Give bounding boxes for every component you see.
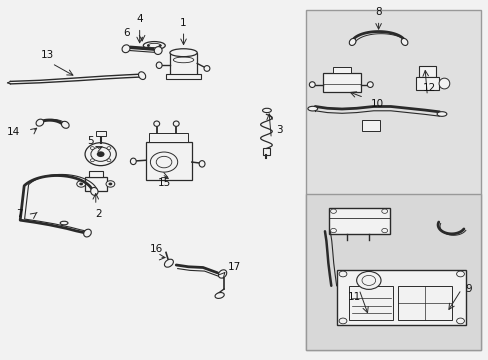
Ellipse shape <box>130 158 136 165</box>
Ellipse shape <box>36 119 43 126</box>
Text: 3: 3 <box>276 125 282 135</box>
Bar <box>145 142 191 180</box>
Circle shape <box>456 271 464 277</box>
Text: 2: 2 <box>95 209 102 219</box>
Text: 7: 7 <box>16 209 22 219</box>
Bar <box>96 131 105 135</box>
Circle shape <box>356 271 380 289</box>
Circle shape <box>107 147 111 149</box>
Text: 12: 12 <box>422 83 435 93</box>
Circle shape <box>147 44 150 46</box>
Ellipse shape <box>215 293 224 298</box>
Bar <box>169 53 197 76</box>
Ellipse shape <box>366 82 372 87</box>
Ellipse shape <box>147 43 161 48</box>
Text: 10: 10 <box>370 99 384 109</box>
Ellipse shape <box>90 188 98 195</box>
Bar <box>89 171 102 177</box>
Ellipse shape <box>199 161 204 167</box>
Circle shape <box>338 271 346 277</box>
Circle shape <box>361 275 375 285</box>
Text: 16: 16 <box>150 243 163 253</box>
Ellipse shape <box>203 66 209 71</box>
Ellipse shape <box>83 229 91 237</box>
Bar <box>348 286 392 320</box>
Circle shape <box>381 228 387 233</box>
Ellipse shape <box>173 121 179 126</box>
Ellipse shape <box>122 45 130 53</box>
Ellipse shape <box>156 62 162 68</box>
Circle shape <box>338 318 346 324</box>
Text: 17: 17 <box>227 262 240 272</box>
Bar <box>415 77 438 90</box>
Bar <box>166 74 200 78</box>
Circle shape <box>107 159 111 162</box>
Circle shape <box>77 181 85 187</box>
Ellipse shape <box>154 121 159 126</box>
Bar <box>149 134 188 142</box>
Bar <box>336 270 466 325</box>
Circle shape <box>97 151 104 157</box>
Circle shape <box>79 183 83 185</box>
Text: 11: 11 <box>347 292 360 302</box>
Text: 4: 4 <box>136 14 142 24</box>
Ellipse shape <box>307 106 317 111</box>
Ellipse shape <box>169 49 197 57</box>
Circle shape <box>90 159 94 162</box>
Ellipse shape <box>348 39 355 45</box>
Text: 1: 1 <box>180 18 186 28</box>
Text: 14: 14 <box>7 127 20 136</box>
Ellipse shape <box>401 39 407 45</box>
Circle shape <box>330 209 336 213</box>
Bar <box>306 194 480 350</box>
Ellipse shape <box>436 112 446 116</box>
Circle shape <box>158 44 161 46</box>
Circle shape <box>330 228 336 233</box>
Ellipse shape <box>438 78 449 89</box>
Bar <box>262 148 270 155</box>
Bar <box>418 66 435 77</box>
Text: 15: 15 <box>157 178 170 188</box>
Ellipse shape <box>218 270 226 278</box>
Ellipse shape <box>309 82 315 87</box>
Bar <box>361 120 379 131</box>
Circle shape <box>156 156 171 168</box>
Circle shape <box>108 183 112 185</box>
Circle shape <box>150 152 177 172</box>
Text: 6: 6 <box>123 28 130 38</box>
Ellipse shape <box>154 46 162 54</box>
Circle shape <box>381 209 387 213</box>
Bar <box>397 286 451 320</box>
Circle shape <box>85 143 116 166</box>
Circle shape <box>91 147 110 161</box>
Circle shape <box>90 147 94 149</box>
Bar <box>332 67 350 73</box>
Ellipse shape <box>262 108 271 113</box>
Text: 9: 9 <box>465 284 471 294</box>
Circle shape <box>106 181 115 187</box>
Ellipse shape <box>60 221 68 225</box>
Bar <box>85 177 106 191</box>
Ellipse shape <box>138 72 145 80</box>
Bar <box>328 208 389 234</box>
Text: 13: 13 <box>41 50 54 60</box>
Bar <box>323 73 360 92</box>
Ellipse shape <box>164 259 173 267</box>
Bar <box>306 10 480 350</box>
Text: 5: 5 <box>87 136 94 146</box>
Ellipse shape <box>143 41 165 49</box>
Text: 8: 8 <box>374 7 381 17</box>
Circle shape <box>456 318 464 324</box>
Ellipse shape <box>61 121 69 128</box>
